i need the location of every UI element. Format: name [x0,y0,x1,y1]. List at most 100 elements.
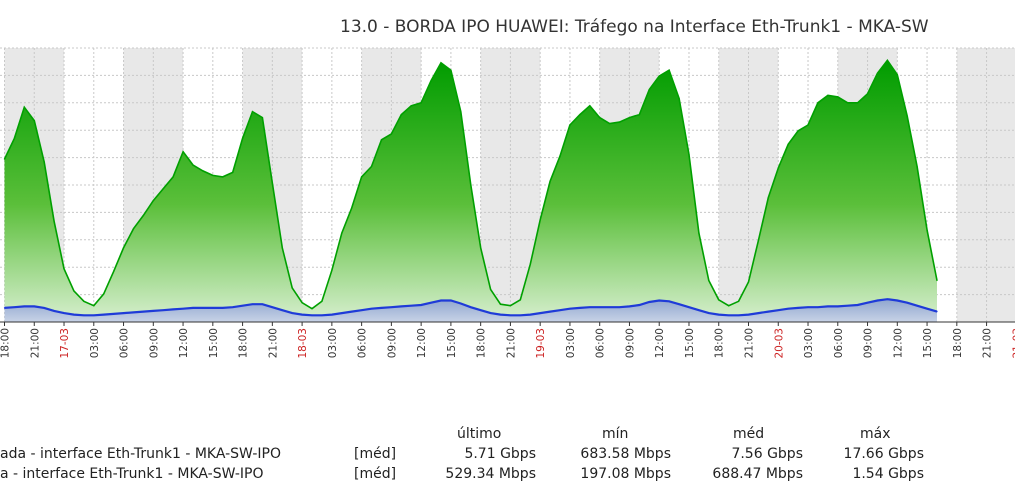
series-1-point [787,143,789,145]
series-2-point [430,302,432,304]
x-tick-label: 09:00 [624,328,636,358]
x-tick-label: 03:00 [803,328,815,358]
series-1-point [351,207,353,209]
series-1-point [698,232,700,234]
series-2-point [33,305,35,307]
series-1-point [936,279,938,282]
series-1-point [876,72,879,74]
series-2-point [688,306,690,308]
series-2-point [331,314,333,316]
series-2-point [93,314,95,316]
series-1-point [470,183,472,185]
series-2-point [261,303,263,305]
legend-header-avg: méd [733,426,765,442]
x-tick-label: 21-03 [1011,328,1015,359]
series-2-point [827,305,829,307]
series-2-point [599,306,601,308]
series-2-point [728,314,730,316]
series-2-point [361,309,363,311]
series-1-point [440,62,442,64]
series-2-point [738,314,740,316]
series-1-point [747,281,750,283]
x-tick-label: 21:00 [29,328,41,358]
series-2-point [450,299,452,302]
series-2-point [232,306,234,308]
series-2-point [281,309,283,311]
series-2-point [579,307,581,309]
series-2-point [807,306,809,308]
series-1-point [708,279,710,282]
series-1-point [122,247,125,249]
legend-series-min-1: 683.58 Mbps [580,446,671,462]
series-2-point [906,302,908,304]
series-1-point [103,293,105,295]
series-1-point [3,158,6,160]
series-2-point [609,306,611,308]
series-1-point [311,308,313,310]
series-2-point [13,306,15,308]
series-2-point [132,311,135,313]
series-2-point [400,305,402,307]
series-1-point [519,299,521,301]
x-tick-label: 06:00 [357,328,369,358]
series-2-point [857,304,859,306]
series-1-point [857,102,859,104]
series-2-point [509,314,511,316]
x-tick-label: 15:00 [446,328,458,358]
series-2-point [103,314,105,316]
series-1-point [93,305,95,307]
series-1-point [738,300,740,302]
series-2-point [3,307,6,309]
series-1-point [718,299,720,301]
x-tick-label: 12:00 [416,328,428,358]
legend-series-max-2: 1.54 Gbps [852,466,924,482]
series-2-point [271,306,273,308]
series-2-point [380,307,383,309]
series-2-point [747,314,750,316]
series-2-area [4,299,937,322]
series-2-point [708,312,710,314]
series-1-point [658,75,660,77]
series-2-point [926,308,928,310]
series-1-point [599,117,601,119]
series-1-point [23,106,25,108]
series-1-point [579,114,581,116]
series-2-point [787,308,789,310]
series-2-point [63,312,65,314]
series-1-point [232,171,234,173]
series-2-point [876,299,879,302]
series-2-point [301,314,303,316]
series-1-point [192,164,194,166]
series-2-point [291,312,293,314]
series-1-point [321,300,323,302]
x-tick-label: 18:00 [238,328,250,358]
x-tick-label: 12:00 [178,328,190,358]
x-tick-label: 15:00 [684,328,696,358]
series-2-point [142,311,144,313]
x-tick-label: 15:00 [922,328,934,358]
series-2-point [43,307,45,309]
series-1-point [728,305,730,307]
series-1-point [242,137,244,139]
series-2-point [866,302,869,304]
series-1-point [361,176,363,178]
series-1-point [569,124,571,126]
series-1-point [777,167,779,169]
series-1-point [132,228,135,230]
series-2-point [53,310,55,312]
series-2-point [172,308,174,310]
series-2-point [658,299,660,302]
series-2-point [628,305,631,307]
legend-series-func-1: [méd] [354,446,397,462]
x-tick-label: 03:00 [89,328,101,358]
series-2-point [222,307,224,309]
series-2-point [152,310,154,312]
series-1-point [767,197,769,199]
series-1-point [63,268,65,270]
series-1-point [609,122,611,125]
series-2-point [837,305,839,307]
legend-series-last-2: 529.34 Mbps [445,466,536,482]
series-1-point [589,105,591,107]
series-2-point [539,312,541,314]
series-1-point [668,69,670,71]
